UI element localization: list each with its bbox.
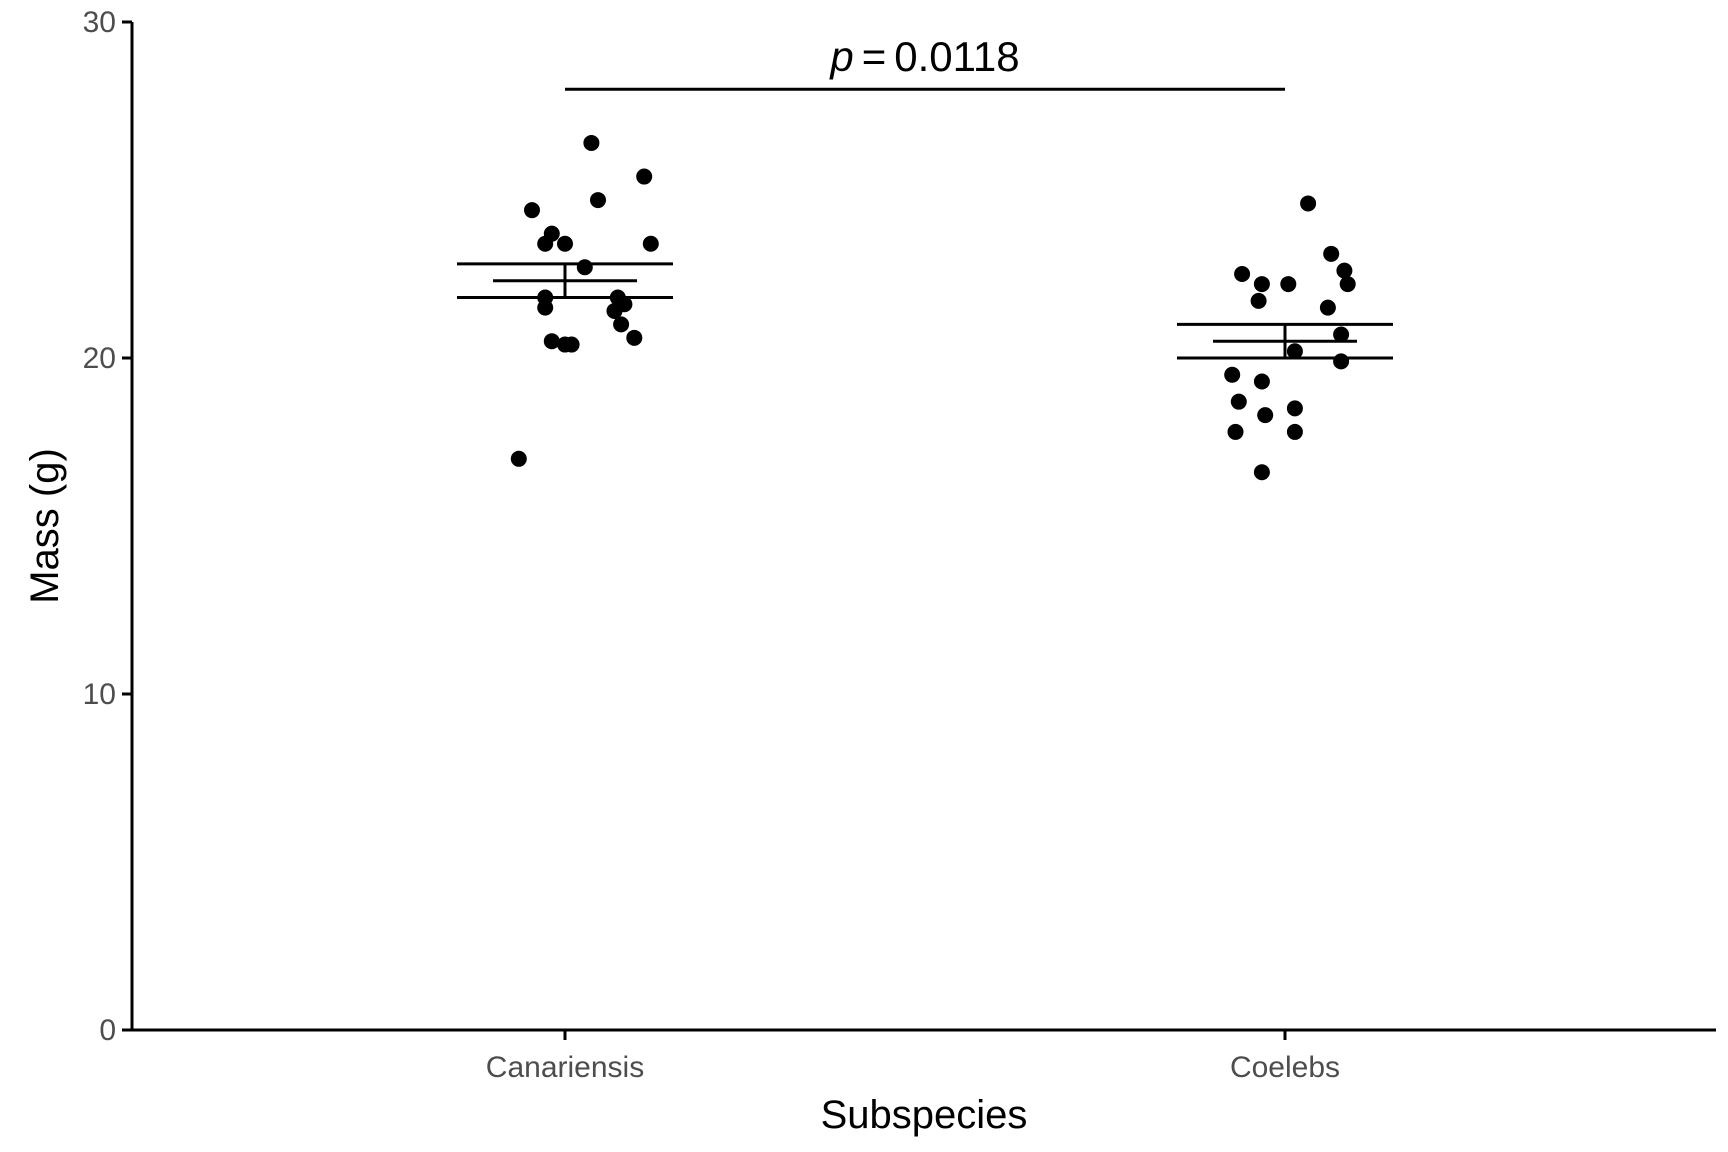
x-tick-label: Canariensis [486, 1051, 644, 1084]
data-point [636, 168, 653, 185]
data-point [557, 235, 573, 252]
data-point [1336, 262, 1353, 279]
data-point [1300, 195, 1317, 212]
x-tick-label: Coelebs [1230, 1051, 1340, 1084]
data-point [590, 192, 606, 209]
data-point [557, 336, 573, 353]
data-point [1250, 292, 1267, 309]
data-point [1339, 276, 1356, 293]
data-point [1253, 464, 1270, 481]
data-point [1333, 353, 1350, 370]
data-point [510, 450, 527, 467]
data-point [583, 134, 600, 151]
data-point [606, 302, 623, 319]
data-point [1253, 373, 1270, 390]
p-value: 0.0118 [894, 33, 1019, 80]
data-point [1257, 407, 1274, 424]
y-tick-label: 20 [83, 342, 116, 375]
y-tick-label: 30 [83, 6, 116, 39]
data-point [1234, 266, 1251, 282]
data-point [1286, 343, 1303, 360]
group-coelebs [1177, 195, 1393, 481]
data-point [1230, 393, 1247, 410]
data-point [1224, 366, 1241, 383]
y-axis: 0 10 20 30 [83, 6, 134, 1047]
data-point [1323, 245, 1340, 262]
data-point [1286, 423, 1303, 440]
data-point [576, 259, 593, 276]
data-point [1319, 299, 1336, 316]
x-axis-title: Subspecies [821, 1093, 1028, 1137]
y-tick-label: 10 [83, 678, 116, 711]
plot-groups [457, 134, 1393, 481]
p-equals: = [862, 33, 887, 80]
group-canariensis [457, 134, 673, 467]
data-point [613, 316, 630, 333]
significance-annotation: p = 0.0118 [565, 33, 1285, 91]
x-axis: Canariensis Coelebs [132, 1028, 1716, 1084]
data-point [642, 235, 659, 252]
data-point [543, 333, 560, 350]
data-point [524, 202, 540, 219]
data-point [1280, 276, 1297, 293]
data-point [1333, 326, 1350, 343]
y-axis-title: Mass (g) [23, 448, 67, 604]
data-point [1286, 400, 1303, 417]
data-point [1227, 423, 1244, 440]
data-point [626, 329, 643, 346]
y-tick-label: 0 [99, 1014, 116, 1047]
data-point [537, 235, 554, 252]
data-point [1253, 276, 1270, 293]
p-symbol: p [828, 33, 853, 80]
data-point [537, 299, 554, 316]
p-value-label: p = 0.0118 [828, 33, 1019, 80]
